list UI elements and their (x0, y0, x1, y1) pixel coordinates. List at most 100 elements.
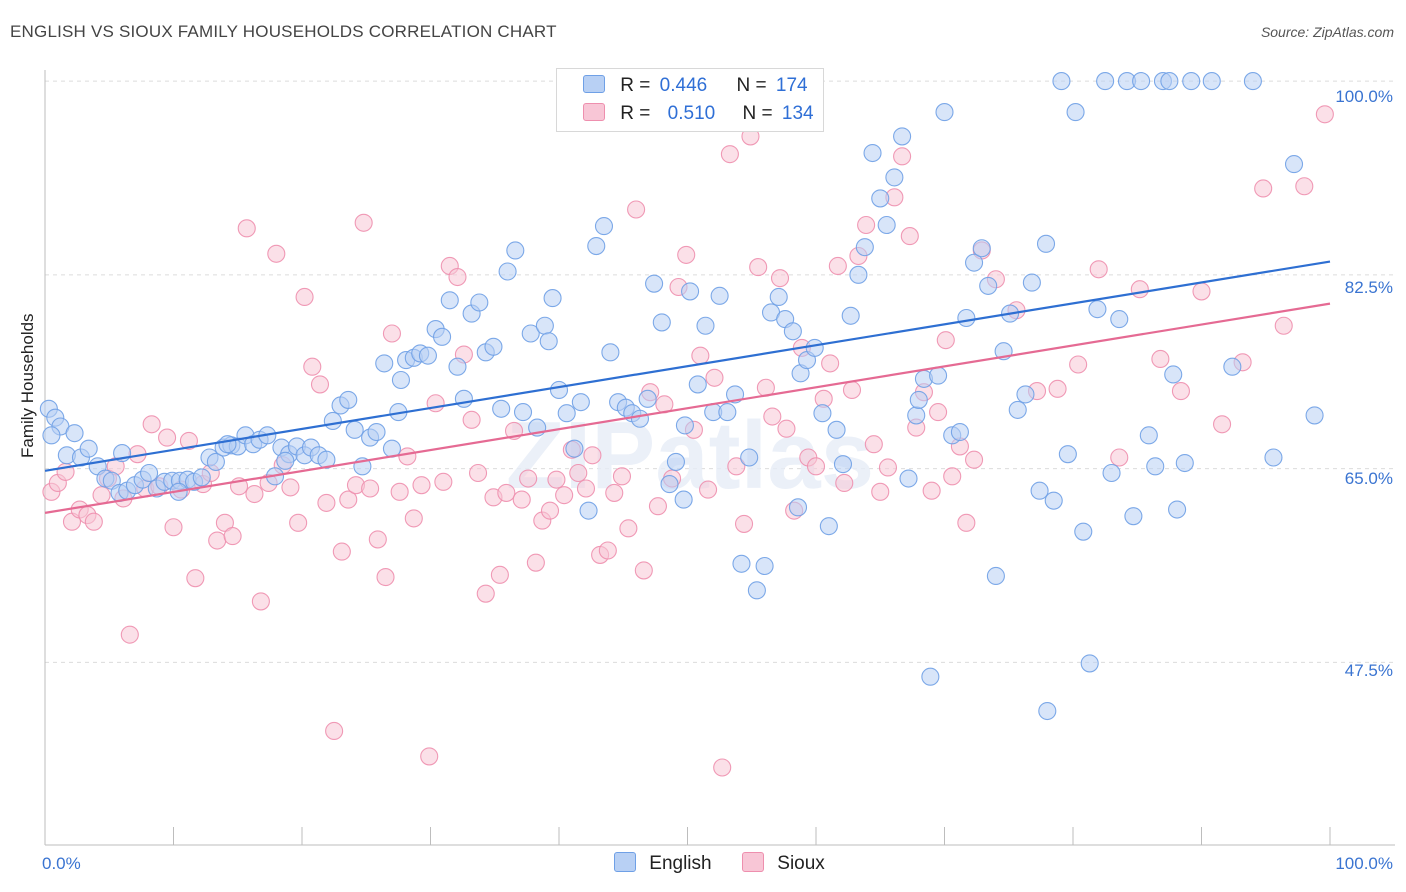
english-point (1182, 72, 1201, 91)
english-point (1168, 500, 1187, 519)
english-point (579, 501, 598, 520)
sioux-point (598, 541, 617, 560)
english-point (323, 411, 342, 431)
sioux-point (215, 513, 234, 532)
english-point (863, 143, 882, 163)
english-point (660, 475, 679, 494)
sioux-point (612, 467, 632, 486)
y-axis-label: Family Households (18, 313, 37, 458)
english-point (986, 566, 1005, 586)
sioux-point (763, 407, 782, 426)
sioux-point (164, 518, 183, 537)
x-tick-label-max: 100.0% (1335, 854, 1393, 873)
trend-layer (44, 260, 1331, 514)
chart-title: ENGLISH VS SIOUX FAMILY HOUSEHOLDS CORRE… (10, 22, 557, 41)
sioux-point (929, 403, 948, 422)
sioux-point (120, 625, 139, 644)
legend-row-sioux: R = 0.510 N = 134 (583, 103, 814, 125)
english-point (1139, 426, 1158, 445)
sioux-point (142, 415, 161, 434)
english-point (317, 450, 336, 469)
english-point (65, 424, 84, 443)
english-point (688, 375, 707, 394)
sioux-point (1213, 415, 1232, 434)
sioux-point (720, 145, 739, 164)
sioux-point (412, 476, 431, 495)
english-point (1080, 654, 1099, 673)
english-point (587, 236, 606, 256)
english-point (1146, 457, 1165, 476)
english-point (470, 293, 489, 312)
legend-r-value-sioux: 0.510 (667, 103, 716, 124)
english-point (788, 498, 808, 517)
english-point (1164, 365, 1183, 384)
sioux-point (390, 482, 409, 501)
sioux-point (92, 486, 111, 505)
english-point (391, 370, 410, 390)
english-point (827, 420, 846, 439)
sioux-point (936, 331, 955, 350)
sioux-point (354, 213, 373, 232)
english-point (1243, 72, 1262, 91)
sioux-swatch (583, 103, 605, 121)
bottom-legend-english: English (614, 852, 712, 875)
english-point (877, 215, 896, 235)
english-point (1202, 72, 1221, 91)
legend-r-value-english: 0.446 (659, 75, 708, 96)
sioux-point (1048, 379, 1067, 398)
sioux-point (1069, 355, 1088, 374)
english-point (601, 343, 620, 362)
sioux-point (605, 483, 624, 502)
sioux-point (339, 490, 358, 509)
sioux-point (179, 431, 198, 450)
english-point (855, 238, 874, 257)
english-point (535, 316, 554, 335)
english-point (675, 416, 694, 435)
english-point (192, 468, 211, 487)
sioux-point (1110, 448, 1129, 467)
sioux-point (223, 527, 242, 546)
sioux-point (699, 480, 718, 499)
sioux-point (376, 568, 395, 587)
sioux-point (519, 469, 538, 488)
english-point (907, 406, 926, 425)
sioux-point (303, 357, 322, 376)
english-point (1022, 273, 1041, 292)
sioux-point (943, 467, 962, 486)
sioux-point (555, 486, 574, 505)
stats-legend: R = 0.446 N = 174 R = 0.510 N = 134 (556, 68, 824, 132)
english-point (418, 346, 437, 365)
english-point (740, 448, 759, 467)
english-point (909, 390, 928, 409)
english-point (979, 276, 998, 295)
english-point (79, 439, 98, 458)
english-point (1008, 400, 1027, 419)
english-point (1305, 406, 1324, 425)
english-point (513, 403, 533, 422)
english-trend-line (44, 260, 1331, 472)
english-point (652, 313, 671, 332)
y-tick-label: 47.5% (1344, 661, 1393, 680)
legend-row-english: R = 0.446 N = 174 (583, 75, 808, 97)
english-point (276, 451, 295, 470)
english-point (805, 338, 824, 357)
sioux-point (281, 478, 300, 497)
english-point (755, 556, 774, 576)
english-point (140, 463, 159, 483)
english-swatch (583, 75, 605, 93)
y-tick-label: 100.0% (1335, 87, 1393, 106)
sioux-point (713, 758, 732, 777)
sioux-point (583, 446, 602, 465)
sioux-point (878, 458, 898, 477)
sioux-point (1192, 282, 1211, 301)
sioux-point (540, 501, 560, 520)
sioux-point (382, 324, 402, 343)
legend-sioux-label: Sioux (777, 853, 825, 874)
english-point (492, 399, 511, 418)
sioux-point (777, 419, 796, 438)
english-point (1036, 234, 1056, 253)
sioux-point (871, 482, 890, 501)
english-point (747, 581, 766, 600)
sioux-point (900, 227, 919, 246)
sioux-point (749, 258, 768, 277)
